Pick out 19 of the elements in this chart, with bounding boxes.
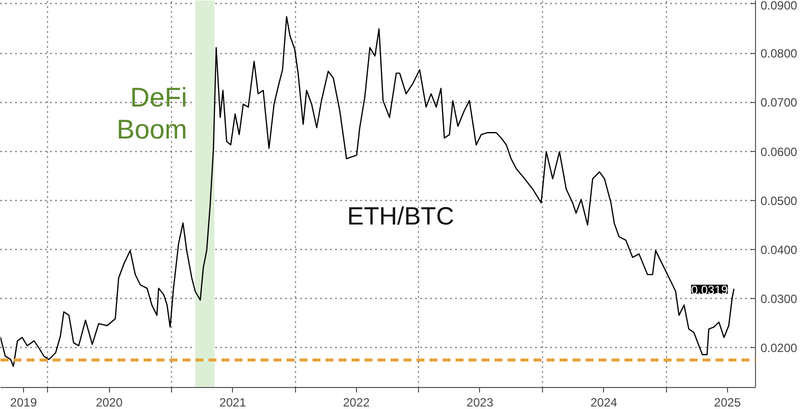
x-tick-label: 2021 [219, 396, 246, 409]
line-series [0, 16, 734, 367]
band-label: DeFi Boom [116, 82, 188, 144]
annotation: 0.0319 [691, 282, 728, 297]
y-tick-label: 0.0300 [760, 292, 798, 306]
y-tick-label: 0.0700 [760, 96, 798, 110]
y-tick-label: 0.0200 [760, 341, 798, 356]
x-tick-label: 2023 [466, 396, 494, 409]
y-tick-label: 0.0600 [760, 144, 798, 159]
annotation: ETH/BTC [347, 202, 454, 230]
x-tick-label: 2025 [714, 396, 742, 409]
x-tick-label: 2020 [96, 396, 123, 409]
y-tick-label: 0.0400 [760, 242, 798, 257]
y-tick-label: 0.0900 [760, 0, 798, 12]
x-tick-label: 2022 [342, 396, 370, 409]
y-tick-label: 0.0500 [760, 194, 798, 208]
y-tick-label: 0.0800 [760, 46, 798, 61]
x-tick-label: 2019 [10, 396, 38, 409]
x-tick-label: 2024 [590, 396, 618, 409]
